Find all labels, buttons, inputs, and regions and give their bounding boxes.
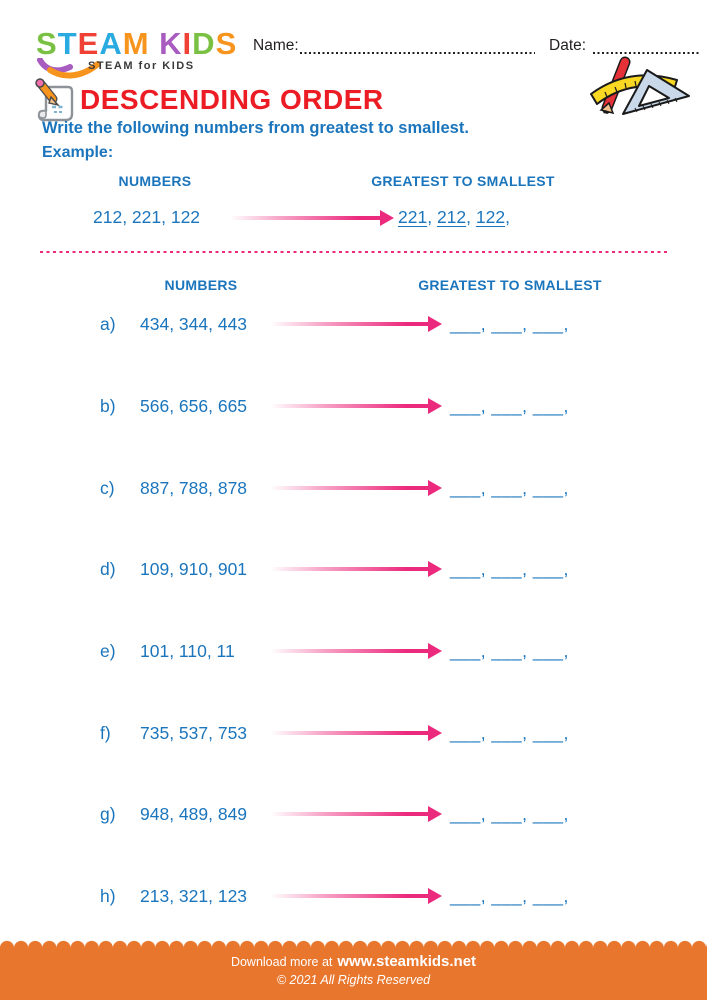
worksheet-row-h: h) 213, 321, 123 ___, ___, ___,: [0, 881, 707, 911]
answer-blanks[interactable]: ___, ___, ___,: [450, 478, 569, 498]
separator: ,: [505, 207, 510, 227]
example-column-numbers: NUMBERS: [118, 173, 192, 189]
row-numbers: 213, 321, 123: [140, 886, 248, 906]
logo-letter: S: [215, 26, 238, 61]
row-letter: f): [100, 723, 111, 743]
logo-letter: T: [57, 26, 78, 61]
logo-tagline: STEAM for KIDS: [88, 60, 195, 72]
logo-wordmark: STEAM KIDS: [36, 26, 237, 62]
arrow-icon: [270, 888, 442, 904]
geometry-tools-icon: [590, 56, 690, 115]
row-letter: b): [100, 396, 116, 416]
arrow-icon: [270, 398, 442, 414]
row-numbers: 735, 537, 753: [140, 723, 248, 743]
example-answer-1: 221: [398, 207, 428, 227]
worksheet-column-numbers: NUMBERS: [164, 277, 238, 293]
row-numbers: 887, 788, 878: [140, 478, 248, 498]
date-fill-line[interactable]: [593, 52, 700, 54]
page-title: DESCENDING ORDER: [80, 84, 384, 115]
logo-letter: S: [36, 26, 58, 61]
footer-download-line: Download more at www.steamkids.net: [0, 953, 707, 970]
website-link[interactable]: www.steamkids.net: [337, 953, 477, 970]
example-numbers: 212, 221, 122: [93, 207, 201, 227]
example-answer: 221, 212, 122,: [398, 202, 510, 232]
answer-blanks[interactable]: ___, ___, ___,: [450, 314, 569, 334]
logo-letter: [150, 26, 160, 61]
row-letter: h): [100, 886, 116, 906]
worksheet-row-c: c) 887, 788, 878 ___, ___, ___,: [0, 473, 707, 503]
logo-letter: A: [99, 26, 123, 61]
answer-blanks[interactable]: ___, ___, ___,: [450, 886, 569, 906]
logo-letter: M: [122, 26, 150, 61]
row-numbers: 566, 656, 665: [140, 396, 248, 416]
worksheet-row-d: d) 109, 910, 901 ___, ___, ___,: [0, 554, 707, 584]
answer-blanks[interactable]: ___, ___, ___,: [450, 396, 569, 416]
instruction-text: Write the following numbers from greates…: [42, 119, 469, 137]
example-column-answer: GREATEST TO SMALLEST: [371, 173, 555, 189]
answer-blanks[interactable]: ___, ___, ___,: [450, 559, 569, 579]
logo-letter: K: [159, 26, 183, 61]
logo-letter: E: [77, 26, 100, 61]
answer-blanks[interactable]: ___, ___, ___,: [450, 723, 569, 743]
separator: ,: [427, 207, 437, 227]
name-fill-line[interactable]: [300, 52, 535, 54]
footer: Download more at www.steamkids.net © 2021…: [0, 948, 707, 1000]
worksheet-row-g: g) 948, 489, 849 ___, ___, ___,: [0, 799, 707, 829]
worksheet-row-f: f) 735, 537, 753 ___, ___, ___,: [0, 718, 707, 748]
worksheet-column-answer: GREATEST TO SMALLEST: [418, 277, 602, 293]
arrow-icon: [270, 643, 442, 659]
arrow-icon: [270, 316, 442, 332]
section-divider: [40, 251, 668, 253]
date-label: Date:: [549, 37, 587, 54]
row-numbers: 109, 910, 901: [140, 559, 248, 579]
worksheet-row-a: a) 434, 344, 443 ___, ___, ___,: [0, 309, 707, 339]
separator: ,: [466, 207, 476, 227]
copyright-text: © 2021 All Rights Reserved: [276, 973, 431, 987]
logo-letter: I: [182, 26, 193, 61]
row-letter: d): [100, 559, 116, 579]
steam-kids-logo: STEAM KIDS STEAM for KIDS: [36, 26, 237, 79]
worksheet-row-b: b) 566, 656, 665 ___, ___, ___,: [0, 391, 707, 421]
arrow-icon: [270, 806, 442, 822]
example-answer-2: 212: [436, 207, 467, 227]
arrow-icon: [270, 480, 442, 496]
example-label: Example:: [42, 144, 114, 161]
logo-letter: D: [192, 26, 216, 61]
example-row: 212, 221, 122 221, 212, 122,: [0, 202, 707, 232]
row-letter: a): [100, 314, 116, 334]
row-letter: c): [100, 478, 115, 498]
row-numbers: 948, 489, 849: [140, 804, 248, 824]
footer-scallop-edge: [0, 940, 707, 948]
answer-blanks[interactable]: ___, ___, ___,: [450, 804, 569, 824]
row-numbers: 434, 344, 443: [140, 314, 248, 334]
arrow-icon: [230, 210, 394, 226]
arrow-icon: [270, 725, 442, 741]
row-letter: e): [100, 641, 116, 661]
arrow-icon: [270, 561, 442, 577]
row-letter: g): [100, 804, 116, 824]
name-label: Name:: [253, 37, 299, 54]
row-numbers: 101, 110, 11: [140, 641, 235, 661]
answer-blanks[interactable]: ___, ___, ___,: [450, 641, 569, 661]
worksheet-row-e: e) 101, 110, 11 ___, ___, ___,: [0, 636, 707, 666]
example-answer-3: 122: [475, 207, 506, 227]
pencil-scroll-icon: [35, 78, 74, 122]
logo-swoosh-icon: [37, 58, 101, 79]
download-prefix: Download more at: [230, 955, 333, 969]
